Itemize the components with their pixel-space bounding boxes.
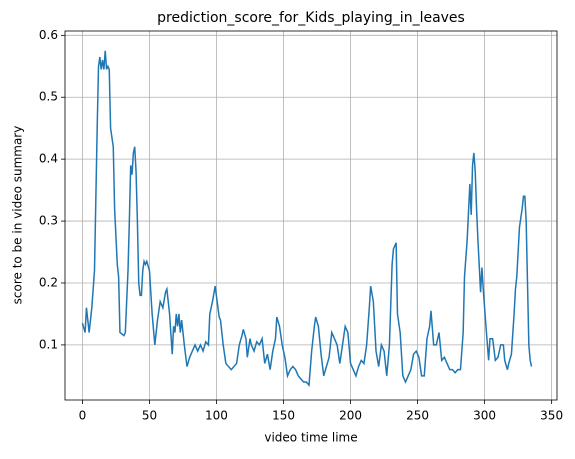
y-tick-label: 0.2 xyxy=(39,275,58,289)
chart-title: prediction_score_for_Kids_playing_in_lea… xyxy=(157,10,465,26)
x-axis-label: video time lime xyxy=(264,431,357,445)
y-tick-label: 0.5 xyxy=(39,90,58,104)
x-tick-label: 100 xyxy=(205,409,228,423)
x-tick-label: 300 xyxy=(473,409,496,423)
x-tick-label: 250 xyxy=(406,409,429,423)
x-tick-label: 350 xyxy=(540,409,563,423)
y-tick-label: 0.4 xyxy=(39,152,58,166)
x-tick-label: 50 xyxy=(142,409,157,423)
x-tick-label: 200 xyxy=(339,409,362,423)
y-tick-label: 0.3 xyxy=(39,214,58,228)
x-tick-label: 150 xyxy=(272,409,295,423)
line xyxy=(81,50,533,387)
plot-frame xyxy=(64,30,558,401)
y-axis-label: score to be in video summary xyxy=(11,126,25,305)
y-tick-label: 0.1 xyxy=(39,337,58,351)
y-tick-label: 0.6 xyxy=(39,28,58,42)
x-tick-label: 0 xyxy=(79,409,87,423)
